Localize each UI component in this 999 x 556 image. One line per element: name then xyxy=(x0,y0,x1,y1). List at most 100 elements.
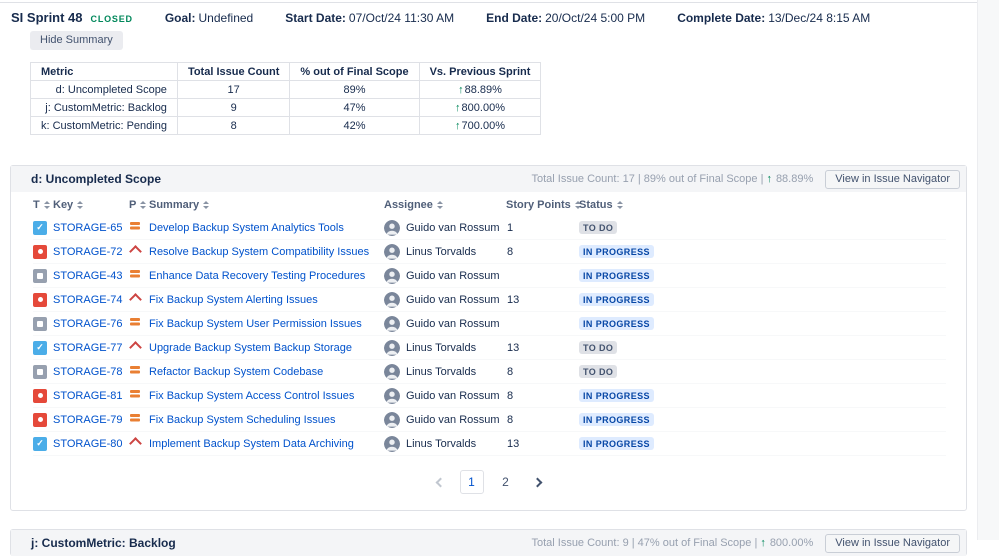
issue-key-link[interactable]: STORAGE-81 xyxy=(53,389,123,402)
metric-vs-value: 700.00% xyxy=(461,119,505,132)
issue-assignee-cell: Guido van Rossum xyxy=(384,411,506,428)
page-button-2[interactable]: 2 xyxy=(502,475,509,489)
sprint-field-value: 20/Oct/24 5:00 PM xyxy=(545,11,646,25)
issue-key-link[interactable]: STORAGE-78 xyxy=(53,365,123,378)
issue-priority-cell xyxy=(129,340,149,355)
metric-vs-value: 800.00% xyxy=(461,101,505,114)
issue-summary-link[interactable]: Resolve Backup System Compatibility Issu… xyxy=(149,245,370,258)
issue-key-link[interactable]: STORAGE-72 xyxy=(53,245,123,258)
col-key-label: Key xyxy=(53,199,74,211)
issue-summary-cell: Resolve Backup System Compatibility Issu… xyxy=(149,246,384,258)
issue-summary-link[interactable]: Implement Backup System Data Archiving xyxy=(149,437,354,450)
issue-type-icon xyxy=(33,436,47,451)
sort-icon xyxy=(203,201,209,209)
priority-icon xyxy=(129,412,141,424)
col-summary-label: Summary xyxy=(149,199,200,211)
issue-summary-link[interactable]: Refactor Backup System Codebase xyxy=(149,365,324,378)
issue-row: STORAGE-78 Refactor Backup System Codeba… xyxy=(33,360,946,384)
issue-priority-cell xyxy=(129,436,149,451)
issue-key-link[interactable]: STORAGE-76 xyxy=(53,317,123,330)
issue-summary-link[interactable]: Fix Backup System Alerting Issues xyxy=(149,293,318,306)
section-stats-text: Total Issue Count: 17 | 89% out of Final… xyxy=(531,173,764,185)
assignee-name: Guido van Rossum xyxy=(406,221,500,234)
issue-key-link[interactable]: STORAGE-79 xyxy=(53,413,123,426)
issue-key-link[interactable]: STORAGE-74 xyxy=(53,293,123,306)
col-story-points[interactable]: Story Points xyxy=(506,199,579,211)
metric-vs-cell: 800.00% xyxy=(418,98,542,117)
sprint-field: Complete Date: 13/Dec/24 8:15 AM xyxy=(677,11,870,25)
issue-table-header: T Key P Summary Assignee Story Points St… xyxy=(33,194,946,216)
hide-summary-button[interactable]: Hide Summary xyxy=(30,31,123,50)
sprint-field-label: Start Date: xyxy=(285,11,346,25)
issue-key-link[interactable]: STORAGE-65 xyxy=(53,221,123,234)
trend-up-icon xyxy=(455,120,461,132)
trend-up-icon xyxy=(760,537,766,549)
next-page-icon[interactable] xyxy=(532,477,542,487)
issue-priority-cell xyxy=(129,292,149,307)
issue-summary-link[interactable]: Fix Backup System User Permission Issues xyxy=(149,317,362,330)
col-type[interactable]: T xyxy=(33,199,53,211)
issue-type-cell xyxy=(33,244,53,259)
assignee-name: Guido van Rossum xyxy=(406,413,500,426)
view-in-issue-navigator-button[interactable]: View in Issue Navigator xyxy=(825,533,960,553)
sprint-field-value: Undefined xyxy=(198,11,254,25)
issue-key-cell: STORAGE-78 xyxy=(53,366,129,378)
priority-icon xyxy=(129,244,141,256)
status-badge: IN PROGRESS xyxy=(579,317,654,330)
issue-key-link[interactable]: STORAGE-77 xyxy=(53,341,123,354)
col-assignee[interactable]: Assignee xyxy=(384,199,506,211)
sprint-field-value: 07/Oct/24 11:30 AM xyxy=(348,11,455,25)
issue-type-cell xyxy=(33,316,53,331)
page-button-1[interactable]: 1 xyxy=(459,470,484,494)
col-type-label: T xyxy=(33,199,40,211)
assignee-name: Linus Torvalds xyxy=(406,437,477,450)
status-badge: IN PROGRESS xyxy=(579,437,654,450)
section-stats: Total Issue Count: 9 | 47% out of Final … xyxy=(531,537,813,549)
issue-key-cell: STORAGE-79 xyxy=(53,414,129,426)
issue-key-link[interactable]: STORAGE-80 xyxy=(53,437,123,450)
metric-pct: 42% xyxy=(289,116,420,135)
metric-name: k: CustomMetric: Pending xyxy=(30,116,178,135)
col-priority[interactable]: P xyxy=(129,199,149,211)
issue-summary-link[interactable]: Enhance Data Recovery Testing Procedures xyxy=(149,269,366,282)
issue-status-cell: TO DO xyxy=(579,221,946,234)
sprint-summary-table: Metric Total Issue Count % out of Final … xyxy=(30,62,542,135)
sort-icon xyxy=(77,201,83,209)
issue-assignee-cell: Guido van Rossum xyxy=(384,291,506,308)
trend-up-icon xyxy=(458,84,464,96)
issue-summary-link[interactable]: Fix Backup System Access Control Issues xyxy=(149,389,355,402)
view-in-issue-navigator-button[interactable]: View in Issue Navigator xyxy=(825,169,960,189)
col-key[interactable]: Key xyxy=(53,199,129,211)
issue-row: STORAGE-65 Develop Backup System Analyti… xyxy=(33,216,946,240)
issue-summary-link[interactable]: Develop Backup System Analytics Tools xyxy=(149,221,344,234)
issue-key-cell: STORAGE-76 xyxy=(53,318,129,330)
section-trend-value: 800.00% xyxy=(769,537,814,549)
issue-key-link[interactable]: STORAGE-43 xyxy=(53,269,123,282)
prev-page-icon[interactable] xyxy=(435,477,445,487)
issue-priority-cell xyxy=(129,364,149,379)
priority-icon xyxy=(129,388,141,400)
issue-type-cell xyxy=(33,220,53,235)
summary-row: j: CustomMetric: Backlog 9 47% 800.00% xyxy=(30,98,542,117)
issue-summary-link[interactable]: Fix Backup System Scheduling Issues xyxy=(149,413,336,426)
story-points: 13 xyxy=(507,293,520,306)
metric-vs-value: 88.89% xyxy=(464,83,502,96)
sort-icon xyxy=(437,201,443,209)
issue-priority-cell xyxy=(129,388,149,403)
uncompleted-scope-section: d: Uncompleted Scope Total Issue Count: … xyxy=(10,165,967,511)
metric-pct: 47% xyxy=(289,98,420,117)
issue-summary-link[interactable]: Upgrade Backup System Backup Storage xyxy=(149,341,353,354)
story-points: 8 xyxy=(507,389,514,402)
issue-priority-cell xyxy=(129,412,149,427)
story-points: 13 xyxy=(507,437,520,450)
issue-status-cell: IN PROGRESS xyxy=(579,413,946,426)
col-summary[interactable]: Summary xyxy=(149,199,384,211)
section-title: j: CustomMetric: Backlog xyxy=(31,536,176,550)
scrollbar[interactable] xyxy=(977,0,999,540)
issue-priority-cell xyxy=(129,244,149,259)
issue-type-icon xyxy=(33,316,47,331)
col-status[interactable]: Status xyxy=(579,199,946,211)
assignee-name: Guido van Rossum xyxy=(406,317,500,330)
issue-type-icon xyxy=(33,388,47,403)
issue-key-cell: STORAGE-77 xyxy=(53,342,129,354)
